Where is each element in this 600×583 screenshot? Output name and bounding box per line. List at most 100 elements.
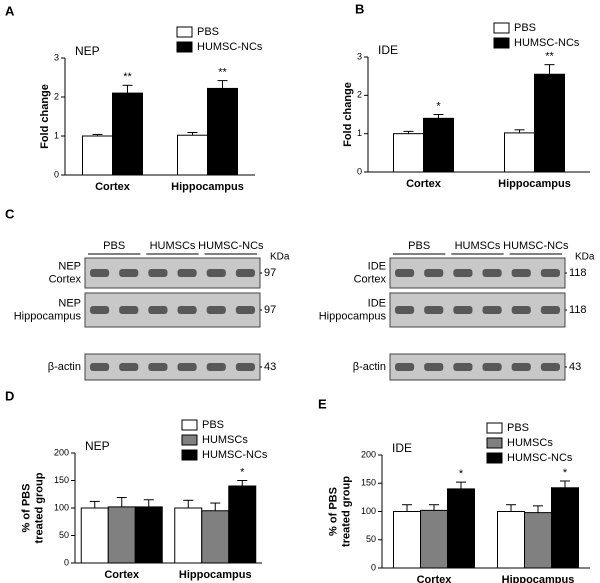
- legend-label: HUMSCs: [507, 437, 553, 449]
- bar: [551, 487, 579, 569]
- blot-strip: [84, 292, 261, 328]
- y-tick-label: 200: [54, 447, 69, 457]
- band: [482, 269, 502, 277]
- group-label: HUMSCs: [150, 240, 196, 252]
- band: [395, 269, 415, 277]
- band: [206, 363, 226, 371]
- band: [206, 306, 226, 314]
- band: [177, 306, 197, 314]
- bar: [207, 87, 238, 176]
- legend-swatch: [176, 26, 193, 38]
- bar: [393, 133, 424, 173]
- legend-label: HUMSC-NCs: [507, 452, 573, 464]
- blot-strip: [84, 257, 261, 289]
- legend-label: PBS: [197, 26, 219, 38]
- y-axis-label: treated group: [33, 472, 45, 543]
- legend-swatch: [181, 419, 198, 431]
- band: [453, 306, 473, 314]
- band: [148, 363, 168, 371]
- y-axis-label: treated group: [340, 476, 352, 547]
- significance: *: [563, 467, 568, 479]
- x-tick-label: Cortex: [406, 178, 442, 190]
- size-label: 97: [264, 304, 276, 316]
- y-axis-label: Fold change: [39, 84, 51, 149]
- y-tick-label: 0: [54, 169, 59, 179]
- x-tick-label: Hippocampus: [498, 178, 571, 190]
- band: [540, 363, 560, 371]
- band: [206, 269, 226, 277]
- bar: [534, 73, 565, 173]
- band: [453, 269, 473, 277]
- panel-label: C: [5, 206, 15, 221]
- band: [235, 363, 255, 371]
- x-tick-label: Cortex: [104, 569, 140, 581]
- row-label: β-actin: [353, 361, 386, 373]
- chart-title: IDE: [378, 43, 398, 57]
- legend-swatch: [486, 437, 503, 449]
- legend-swatch: [493, 37, 510, 49]
- legend-label: PBS: [507, 422, 529, 434]
- significance: *: [240, 466, 245, 478]
- bar: [524, 512, 552, 569]
- size-label: 43: [264, 361, 276, 373]
- x-tick-label: Hippocampus: [502, 574, 575, 583]
- row-label: β-actin: [48, 361, 81, 373]
- row-label: IDE: [368, 297, 386, 309]
- band: [177, 269, 197, 277]
- band: [148, 269, 168, 277]
- blot-strip: [84, 353, 261, 381]
- x-tick-label: Hippocampus: [179, 569, 252, 581]
- group-label: HUMSCs: [455, 240, 501, 252]
- y-tick-label: 150: [361, 478, 376, 488]
- bar: [201, 510, 230, 564]
- band: [395, 306, 415, 314]
- band: [482, 306, 502, 314]
- band: [90, 269, 110, 277]
- band: [395, 363, 415, 371]
- x-tick-label: Cortex: [95, 181, 131, 193]
- legend-label: HUMSCs: [202, 434, 248, 446]
- band: [482, 363, 502, 371]
- bar: [82, 135, 113, 176]
- y-tick-label: 1: [357, 128, 362, 138]
- legend-swatch: [181, 434, 198, 446]
- legend-swatch: [486, 422, 503, 434]
- row-label: NEP: [58, 297, 81, 309]
- legend-swatch: [176, 41, 193, 53]
- band: [235, 306, 255, 314]
- bar: [420, 509, 448, 569]
- y-tick-label: 2: [357, 90, 362, 100]
- significance: **: [545, 51, 554, 63]
- y-tick-label: 3: [54, 52, 59, 62]
- y-tick-label: 100: [361, 506, 376, 516]
- legend-label: HUMSC-NCs: [202, 449, 268, 461]
- bar: [497, 511, 525, 569]
- panel-label: E: [318, 396, 327, 411]
- y-tick-label: 150: [54, 475, 69, 485]
- chart-title: NEP: [85, 439, 110, 453]
- unit-label: KDa: [575, 252, 595, 263]
- bar: [393, 511, 421, 569]
- band: [119, 363, 139, 371]
- y-tick-label: 0: [357, 166, 362, 176]
- group-label: PBS: [408, 240, 430, 252]
- bar: [134, 506, 163, 564]
- y-tick-label: 50: [59, 530, 69, 540]
- y-tick-label: 3: [357, 51, 362, 61]
- band: [148, 306, 168, 314]
- y-axis-label: % of PBS: [20, 484, 32, 533]
- band: [177, 363, 197, 371]
- chart-title: NEP: [75, 44, 100, 58]
- bar: [447, 488, 475, 569]
- bar: [174, 507, 203, 564]
- panel-label: B: [355, 1, 364, 16]
- size-label: 97: [264, 267, 276, 279]
- size-label: 118: [569, 267, 587, 279]
- significance: *: [459, 468, 464, 480]
- band: [424, 306, 444, 314]
- y-tick-label: 1: [54, 130, 59, 140]
- legend-swatch: [486, 452, 503, 464]
- band: [424, 269, 444, 277]
- band: [424, 363, 444, 371]
